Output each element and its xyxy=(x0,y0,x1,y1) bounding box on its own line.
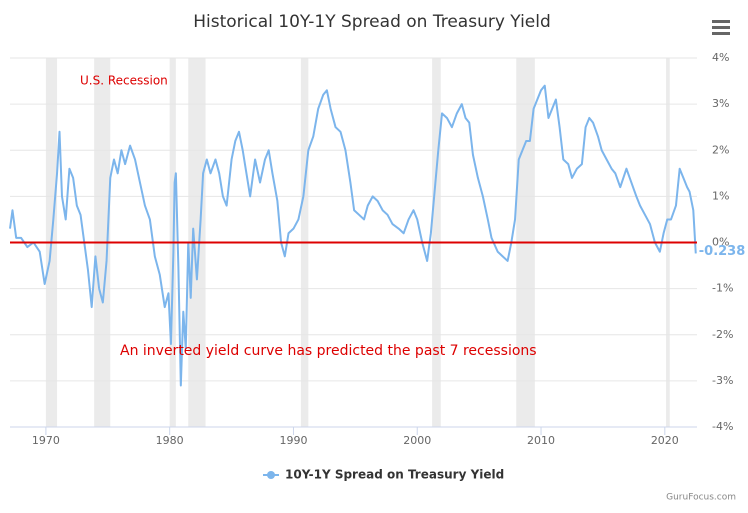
y-tick-label: 2% xyxy=(712,143,729,156)
menu-bar xyxy=(712,32,730,35)
y-tick-label: -1% xyxy=(712,282,733,295)
end-value-label: -0.238 xyxy=(699,244,746,259)
x-tick-label: 2000 xyxy=(403,434,431,447)
y-tick-label: 0% xyxy=(712,236,729,249)
x-tick-label: 1970 xyxy=(32,434,60,447)
credit: GuruFocus.com xyxy=(666,493,736,503)
menu-bar xyxy=(712,20,730,23)
y-tick-label: 4% xyxy=(712,51,729,64)
legend-symbol xyxy=(267,471,275,479)
y-tick-label: 1% xyxy=(712,189,729,202)
x-tick-label: 2020 xyxy=(651,434,679,447)
y-tick-label: -2% xyxy=(712,328,733,341)
x-tick-label: 1990 xyxy=(279,434,307,447)
legend-label: 10Y-1Y Spread on Treasury Yield xyxy=(285,468,504,482)
y-tick-label: -4% xyxy=(712,420,733,433)
line xyxy=(9,84,697,387)
y-tick-label: -3% xyxy=(712,374,733,387)
annotation: An inverted yield curve has predicted th… xyxy=(120,343,537,359)
annotation: U.S. Recession xyxy=(80,74,168,88)
x-tick-label: 1980 xyxy=(156,434,184,447)
y-tick-label: 3% xyxy=(712,97,729,110)
x-tick-label: 2010 xyxy=(527,434,555,447)
menu-button[interactable] xyxy=(712,20,730,35)
menu-bar xyxy=(712,26,730,29)
chart-title: Historical 10Y-1Y Spread on Treasury Yie… xyxy=(193,12,551,32)
